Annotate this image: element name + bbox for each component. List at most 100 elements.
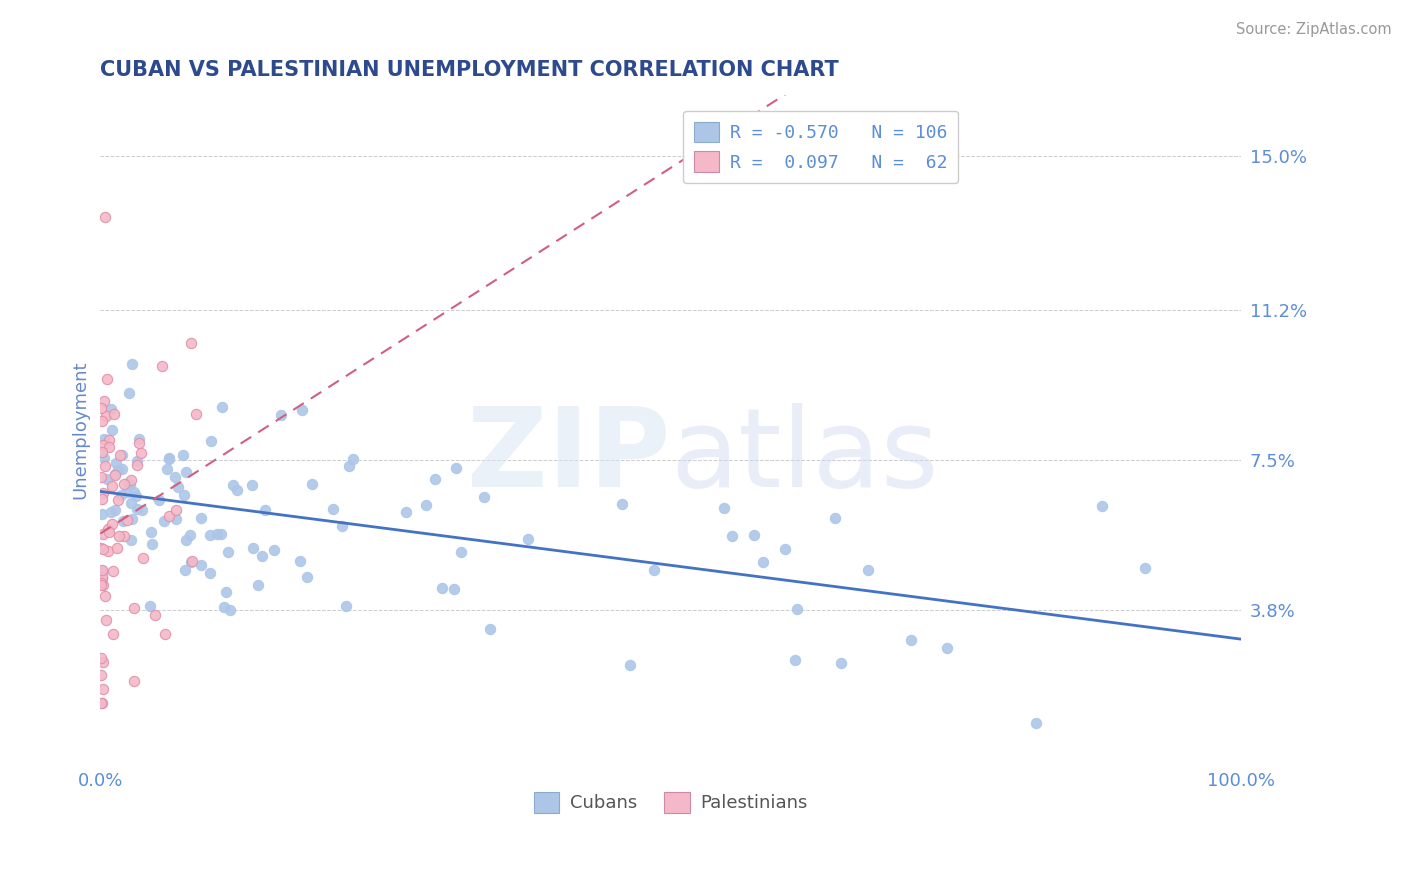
Point [786, 602, 808, 616]
Point [128, 436, 150, 450]
Point [215, 585, 238, 599]
Point [101, 516, 124, 531]
Point [91, 541, 114, 556]
Point [335, 599, 357, 614]
Point [90, 696, 112, 710]
Point [253, 502, 276, 516]
Point [190, 510, 212, 524]
Point [107, 528, 129, 542]
Point [209, 527, 232, 541]
Point [226, 483, 249, 497]
Point [91, 571, 114, 585]
Point [176, 465, 198, 479]
Point [131, 551, 153, 566]
Point [124, 489, 146, 503]
Point [163, 470, 186, 484]
Point [121, 357, 143, 371]
Point [643, 563, 665, 577]
Point [1133, 561, 1156, 575]
Point [94, 458, 117, 473]
Point [179, 528, 201, 542]
Point [322, 501, 344, 516]
Point [742, 528, 765, 542]
Point [330, 519, 353, 533]
Point [184, 407, 207, 421]
Point [117, 475, 139, 490]
Point [1025, 716, 1047, 731]
Text: CUBAN VS PALESTINIAN UNEMPLOYMENT CORRELATION CHART: CUBAN VS PALESTINIAN UNEMPLOYMENT CORREL… [100, 60, 839, 79]
Point [112, 514, 135, 528]
Point [619, 657, 641, 672]
Point [110, 448, 132, 462]
Point [112, 528, 135, 542]
Point [115, 513, 138, 527]
Point [94, 589, 117, 603]
Point [108, 448, 131, 462]
Point [450, 544, 472, 558]
Point [395, 506, 418, 520]
Point [90, 650, 112, 665]
Point [127, 458, 149, 473]
Point [246, 578, 269, 592]
Point [211, 401, 233, 415]
Point [180, 553, 202, 567]
Point [128, 432, 150, 446]
Point [180, 555, 202, 569]
Point [342, 452, 364, 467]
Point [270, 409, 292, 423]
Point [830, 657, 852, 671]
Point [90, 576, 112, 591]
Point [165, 503, 187, 517]
Point [91, 570, 114, 584]
Point [111, 462, 134, 476]
Point [122, 601, 145, 615]
Point [141, 537, 163, 551]
Point [288, 554, 311, 568]
Point [91, 577, 114, 591]
Point [295, 570, 318, 584]
Point [155, 627, 177, 641]
Point [91, 444, 114, 458]
Point [516, 533, 538, 547]
Point [91, 414, 114, 428]
Point [121, 512, 143, 526]
Point [713, 500, 735, 515]
Point [90, 508, 112, 522]
Point [222, 478, 245, 492]
Point [139, 599, 162, 613]
Point [125, 501, 148, 516]
Point [100, 505, 122, 519]
Point [478, 622, 501, 636]
Point [167, 480, 190, 494]
Point [120, 473, 142, 487]
Point [856, 563, 879, 577]
Point [118, 385, 141, 400]
Point [157, 450, 180, 465]
Point [610, 497, 633, 511]
Point [721, 529, 744, 543]
Point [214, 599, 236, 614]
Point [91, 526, 114, 541]
Point [96, 372, 118, 386]
Y-axis label: Unemployment: Unemployment [72, 360, 89, 499]
Point [122, 484, 145, 499]
Point [94, 210, 117, 224]
Point [218, 602, 240, 616]
Point [430, 581, 453, 595]
Point [150, 359, 173, 373]
Point [773, 541, 796, 556]
Point [1091, 500, 1114, 514]
Point [472, 490, 495, 504]
Point [165, 512, 187, 526]
Point [103, 408, 125, 422]
Point [104, 502, 127, 516]
Point [91, 491, 114, 506]
Point [93, 433, 115, 447]
Text: atlas: atlas [671, 402, 939, 509]
Point [198, 528, 221, 542]
Point [200, 434, 222, 449]
Point [101, 423, 124, 437]
Point [101, 626, 124, 640]
Point [143, 608, 166, 623]
Point [97, 544, 120, 558]
